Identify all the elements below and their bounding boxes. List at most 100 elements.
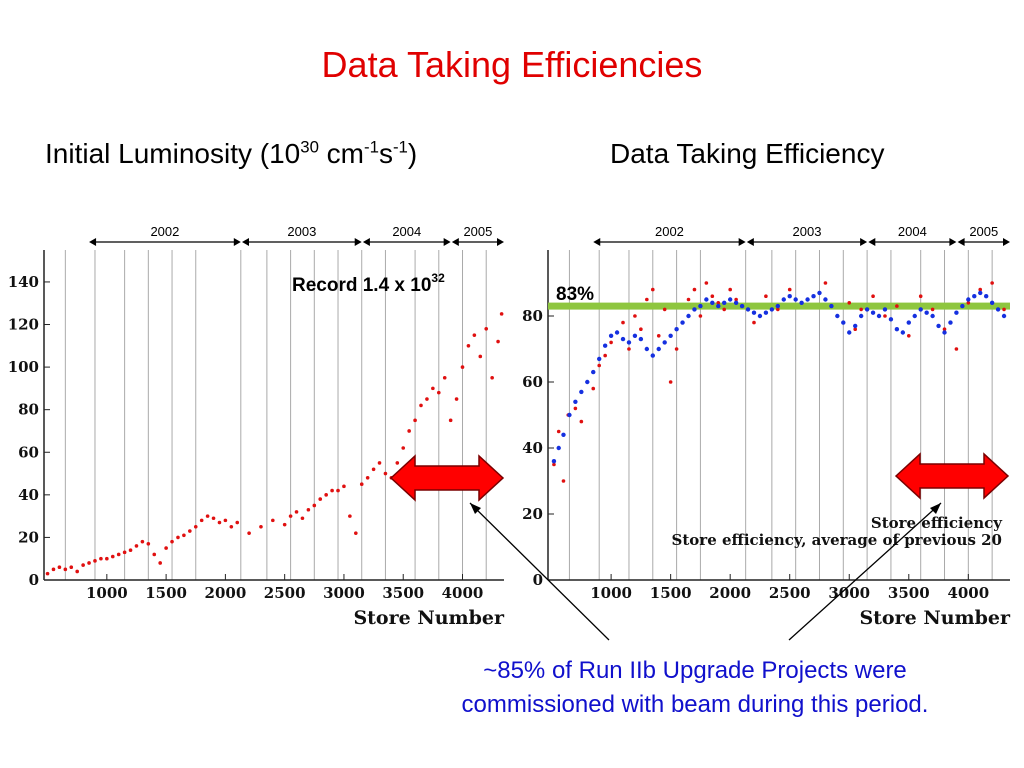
chart2-average-point [733, 300, 739, 305]
chart1-data-point [235, 520, 240, 525]
chart1-data-point [51, 567, 56, 572]
chart2-data-point [591, 386, 596, 391]
chart2-average-point [602, 343, 608, 348]
chart1-data-point [448, 418, 453, 423]
chart1-data-point [306, 507, 311, 512]
chart1-data-point [419, 403, 423, 408]
chart2-average-point [716, 303, 721, 309]
right-chart-heading: Data Taking Efficiency [610, 138, 885, 169]
chart2-data-point [603, 353, 607, 358]
chart2-average-point [608, 333, 614, 338]
chart2-year-range-arrowhead [957, 238, 965, 246]
chart2-average-point [775, 303, 781, 309]
chart1-data-point [442, 375, 447, 380]
chart1-data-point [158, 561, 162, 565]
left-heading-main: Initial Luminosity (10 [45, 138, 301, 169]
chart2-average-point [751, 310, 757, 315]
chart2-average-point [674, 327, 679, 332]
chart2-data-point [698, 314, 703, 318]
chart2-average-point [811, 294, 816, 299]
chart2-data-point [633, 314, 637, 318]
chart1-data-point [75, 569, 79, 574]
chart2-data-point [954, 347, 959, 351]
chart1-data-point [152, 552, 157, 557]
chart1-data-point [330, 488, 334, 493]
chart2-data-point [686, 297, 691, 302]
chart2-average-point [858, 313, 864, 319]
chart2-year-range-arrowhead [593, 238, 601, 246]
chart2-data-point [722, 307, 727, 312]
chart2-average-point [995, 307, 1001, 312]
chart2-year-label: 2005 [969, 224, 998, 239]
chart2-average-point [924, 310, 929, 315]
chart1-x-tick-label: 3000 [323, 584, 365, 602]
chart2-average-point [793, 297, 798, 302]
left-heading-exp3: -1 [392, 137, 408, 157]
pointer-arrowhead-right [930, 503, 941, 514]
chart1-year-range-arrowhead [89, 238, 97, 246]
chart2-average-point [769, 307, 775, 312]
chart2-data-point [764, 294, 768, 299]
left-heading-mid: cm [318, 138, 365, 169]
chart1-year-label: 2004 [392, 224, 421, 239]
chart2-average-point [722, 300, 727, 305]
chart2-x-tick-label: 3000 [828, 584, 870, 602]
chart2-data-point [978, 287, 983, 292]
right-period-double-arrow [894, 452, 1010, 500]
chart2-average-point [763, 310, 769, 315]
chart2-average-point [966, 297, 971, 302]
chart2-average-point [847, 330, 852, 335]
chart2-average-point [551, 459, 557, 464]
chart2-data-point [692, 287, 697, 292]
chart1-data-point [193, 524, 198, 529]
chart1-data-point [146, 542, 151, 546]
chart2-average-point [912, 313, 917, 319]
chart1-y-tick-label: 20 [18, 528, 39, 546]
chart1-year-range-arrowhead [497, 238, 504, 246]
chart2-average-point [835, 313, 840, 319]
chart2-data-point [645, 297, 649, 302]
chart2-data-point [787, 287, 792, 292]
chart2-x-tick-label: 3500 [888, 584, 930, 602]
chart2-average-point [799, 300, 804, 305]
left-chart-heading: Initial Luminosity (1030 cm-1s-1) [45, 138, 417, 170]
left-heading-exp1: 30 [300, 137, 319, 157]
chart2-year-label: 2004 [898, 224, 927, 239]
chart1-data-point [63, 567, 68, 572]
chart2-average-point [757, 313, 763, 319]
chart1-data-point [490, 375, 494, 380]
chart1-x-tick-label: 1500 [145, 584, 187, 602]
chart2-average-point [853, 323, 858, 329]
chart1-data-point [259, 524, 263, 529]
pointer-line-left [469, 502, 610, 641]
chart2-x-axis-title: Store Number [859, 607, 1011, 629]
chart2-average-point [656, 346, 661, 352]
chart1-data-point [401, 446, 406, 450]
chart1-data-point [294, 510, 299, 514]
chart1-data-point [81, 563, 85, 567]
chart1-data-point [342, 484, 346, 489]
chart2-y-tick-label: 0 [533, 571, 543, 589]
chart2-average-point [561, 432, 566, 437]
chart2-data-point [871, 294, 875, 299]
chart1-data-point [413, 418, 417, 423]
chart1-year-label: 2005 [463, 224, 492, 239]
chart1-x-tick-label: 2000 [205, 584, 247, 602]
chart1-x-axis-title: Store Number [353, 607, 505, 629]
chart1-data-point [282, 522, 287, 527]
chart1-data-point [371, 467, 376, 472]
chart2-average-point [1001, 313, 1007, 319]
chart2-average-point [698, 303, 703, 309]
chart1-data-point [116, 552, 121, 557]
chart2-year-range-arrowhead [746, 238, 754, 246]
chart2-data-point [906, 334, 911, 338]
chart1-data-point [354, 531, 358, 535]
chart1-x-tick-label: 2500 [264, 584, 306, 602]
chart2-average-point [680, 320, 685, 325]
record-annotation: Record 1.4 x 1032 [292, 271, 445, 296]
chart1-y-tick-label: 80 [18, 401, 39, 419]
chart2-average-point [573, 399, 578, 404]
chart2-average-point [870, 310, 876, 315]
chart2-average-point [644, 346, 650, 352]
